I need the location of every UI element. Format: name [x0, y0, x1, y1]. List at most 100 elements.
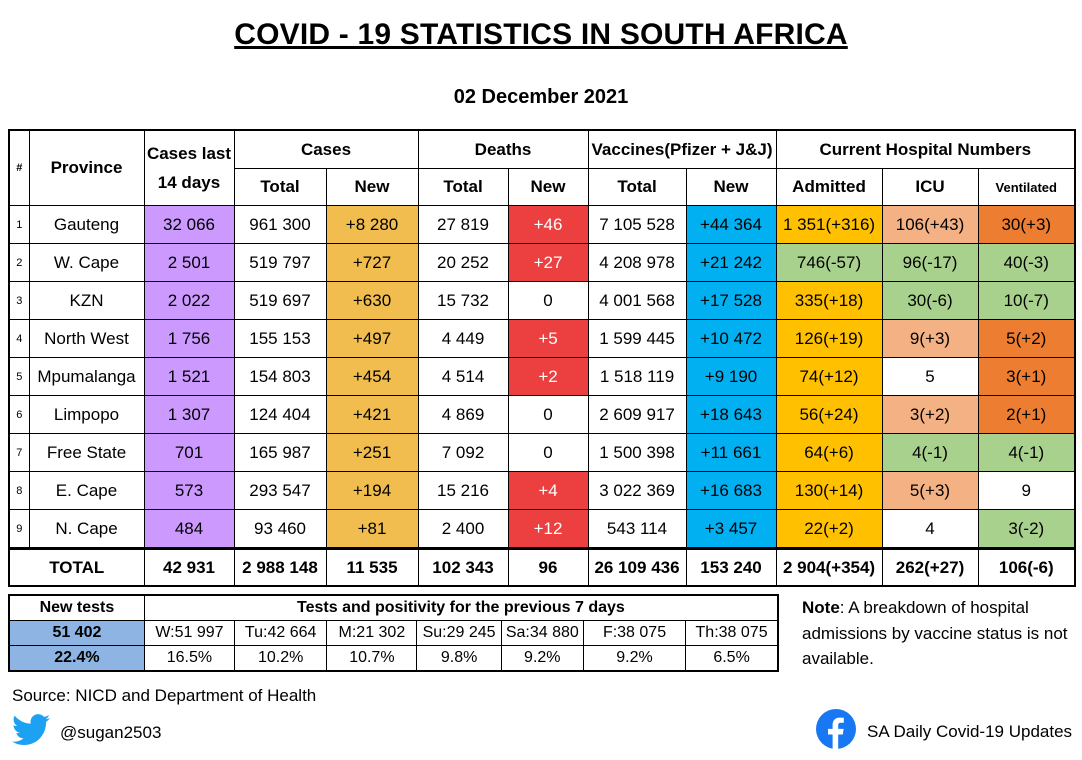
total-deaths-new: 96: [507, 547, 589, 587]
vaccines-total: 7 105 528: [587, 205, 687, 244]
cases-14-days: 484: [143, 509, 235, 549]
total-row: TOTAL 42 931 2 988 148 11 535 102 343 96…: [8, 547, 1076, 587]
vaccines-total: 543 114: [587, 509, 687, 549]
hospital-icu: 4(-1): [881, 433, 979, 472]
cases-14-days: 32 066: [143, 205, 235, 244]
deaths-new: +4: [507, 471, 589, 510]
positivity-value: 22.4%: [8, 645, 145, 672]
cases-14-days: 2 022: [143, 281, 235, 320]
report-date: 02 December 2021: [453, 86, 629, 108]
header-vaccines-new: New: [685, 168, 777, 206]
deaths-new: +5: [507, 319, 589, 358]
deaths-total: 20 252: [417, 243, 509, 282]
total-vaccines-new: 153 240: [685, 547, 777, 587]
page-title: COVID - 19 STATISTICS IN SOUTH AFRICA: [234, 18, 848, 51]
facebook-credit[interactable]: SA Daily Covid-19 Updates: [815, 708, 1072, 755]
vaccines-total: 1 500 398: [587, 433, 687, 472]
hospital-ventilated: 3(+1): [977, 357, 1076, 396]
twitter-handle: @sugan2503: [60, 722, 162, 742]
total-vaccines-total: 26 109 436: [587, 547, 687, 587]
daily-tests: Sa:34 880: [500, 620, 584, 646]
vaccines-total: 3 022 369: [587, 471, 687, 510]
daily-positivity: 10.7%: [326, 645, 418, 672]
deaths-total: 2 400: [417, 509, 509, 549]
deaths-new: +27: [507, 243, 589, 282]
vaccines-total: 2 609 917: [587, 395, 687, 434]
row-number: 2: [8, 243, 30, 282]
twitter-credit[interactable]: @sugan2503: [12, 714, 161, 751]
hospital-admitted: 22(+2): [775, 509, 883, 549]
cases-new: +630: [325, 281, 419, 320]
province-name: Mpumalanga: [28, 357, 145, 396]
cases-total: 519 797: [233, 243, 327, 282]
daily-tests: Tu:42 664: [234, 620, 328, 646]
vaccines-total: 4 001 568: [587, 281, 687, 320]
daily-tests: Su:29 245: [416, 620, 502, 646]
table-row: 5 Mpumalanga 1 521 154 803 +454 4 514 +2 1 518 …: [8, 357, 1076, 396]
note-label: Note: [802, 598, 840, 617]
deaths-total: 4 514: [417, 357, 509, 396]
note: Note: A breakdown of hospital admissions…: [802, 595, 1072, 672]
hospital-admitted: 126(+19): [775, 319, 883, 358]
cases-total: 165 987: [233, 433, 327, 472]
hospital-admitted: 74(+12): [775, 357, 883, 396]
daily-tests: M:21 302: [326, 620, 418, 646]
note-text: : A breakdown of hospital admissions by …: [802, 598, 1068, 668]
cases-total: 155 153: [233, 319, 327, 358]
total-cases-new: 11 535: [325, 547, 419, 587]
deaths-new: +12: [507, 509, 589, 549]
header-cases-14-line1: Cases last: [146, 144, 232, 163]
deaths-new: 0: [507, 433, 589, 472]
cases-total: 293 547: [233, 471, 327, 510]
table-row: 7 Free State 701 165 987 +251 7 092 0 1 500 398…: [8, 433, 1076, 472]
table-row: 4 North West 1 756 155 153 +497 4 449 +5 1 599 …: [8, 319, 1076, 358]
header-deaths-new: New: [507, 168, 589, 206]
header-deaths: Deaths: [417, 129, 589, 169]
hospital-icu: 5(+3): [881, 471, 979, 510]
hospital-ventilated: 4(-1): [977, 433, 1076, 472]
cases-new: +8 280: [325, 205, 419, 244]
table-row: 9 N. Cape 484 93 460 +81 2 400 +12 543 114 +3 45…: [8, 509, 1076, 549]
daily-positivity: 10.2%: [234, 645, 328, 672]
province-name: KZN: [28, 281, 145, 320]
facebook-page-name: SA Daily Covid-19 Updates: [867, 721, 1073, 741]
daily-positivity: 16.5%: [143, 645, 236, 672]
province-name: Free State: [28, 433, 145, 472]
cases-new: +251: [325, 433, 419, 472]
cases-total: 124 404: [233, 395, 327, 434]
cases-14-days: 1 521: [143, 357, 235, 396]
cases-total: 154 803: [233, 357, 327, 396]
total-cases-total: 2 988 148: [233, 547, 327, 587]
vaccines-new: +11 661: [685, 433, 777, 472]
cases-total: 519 697: [233, 281, 327, 320]
cases-new: +454: [325, 357, 419, 396]
total-admitted: 2 904(+354): [775, 547, 883, 587]
table-row: 2 W. Cape 2 501 519 797 +727 20 252 +27 4 208 9…: [8, 243, 1076, 282]
province-stats-table: # Province Cases last 14 days Cases Deat…: [8, 129, 1077, 587]
vaccines-new: +10 472: [685, 319, 777, 358]
row-number: 6: [8, 395, 30, 434]
hospital-ventilated: 5(+2): [977, 319, 1076, 358]
deaths-total: 15 732: [417, 281, 509, 320]
header-cases-new: New: [325, 168, 419, 206]
hospital-icu: 5: [881, 357, 979, 396]
hospital-icu: 4: [881, 509, 979, 549]
total-cases-14: 42 931: [143, 547, 235, 587]
cases-total: 93 460: [233, 509, 327, 549]
hospital-admitted: 335(+18): [775, 281, 883, 320]
deaths-new: 0: [507, 395, 589, 434]
province-name: North West: [28, 319, 145, 358]
daily-tests: Th:38 075: [685, 620, 779, 646]
deaths-total: 4 449: [417, 319, 509, 358]
hospital-icu: 9(+3): [881, 319, 979, 358]
twitter-icon: [12, 714, 50, 751]
hospital-ventilated: 30(+3): [977, 205, 1076, 244]
vaccines-new: +3 457: [685, 509, 777, 549]
hospital-admitted: 56(+24): [775, 395, 883, 434]
row-number: 1: [8, 205, 30, 244]
hospital-ventilated: 3(-2): [977, 509, 1076, 549]
total-label: TOTAL: [8, 547, 145, 587]
hospital-admitted: 130(+14): [775, 471, 883, 510]
daily-positivity: 9.2%: [582, 645, 687, 672]
vaccines-new: +17 528: [685, 281, 777, 320]
